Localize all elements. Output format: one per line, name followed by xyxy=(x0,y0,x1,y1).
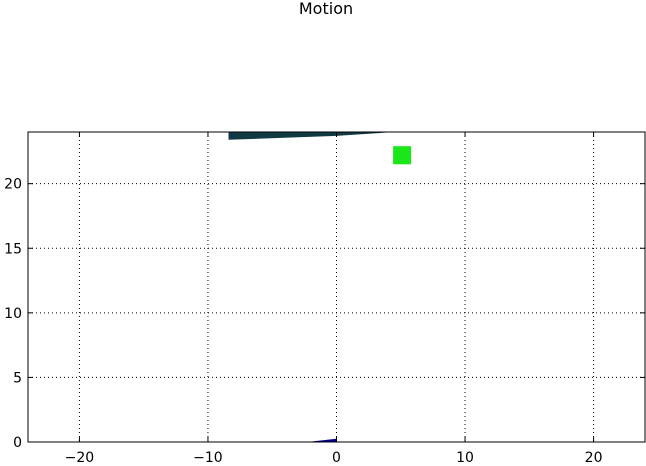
axes-frame xyxy=(27,131,646,443)
y-tick-label: 10 xyxy=(4,306,22,322)
motion-shape-1 xyxy=(306,438,337,442)
plot-shapes xyxy=(228,132,412,442)
y-tick-label: 0 xyxy=(13,435,22,451)
y-tick-label: 20 xyxy=(4,177,22,193)
tick-labels: −20 −10 0 10 20 0 5 10 15 20 xyxy=(4,177,602,466)
target-marker xyxy=(393,146,412,165)
y-tick-label: 15 xyxy=(4,241,22,257)
motion-shape-0 xyxy=(228,132,395,140)
chart-title: Motion xyxy=(299,0,353,18)
x-tick-label: −20 xyxy=(65,450,95,466)
y-tick-label: 5 xyxy=(13,370,22,386)
x-tick-label: −10 xyxy=(193,450,223,466)
grid-lines xyxy=(28,132,645,443)
axis-ticks xyxy=(28,132,645,443)
x-tick-label: 0 xyxy=(332,450,341,466)
x-tick-label: 20 xyxy=(585,450,603,466)
x-tick-label: 10 xyxy=(456,450,474,466)
